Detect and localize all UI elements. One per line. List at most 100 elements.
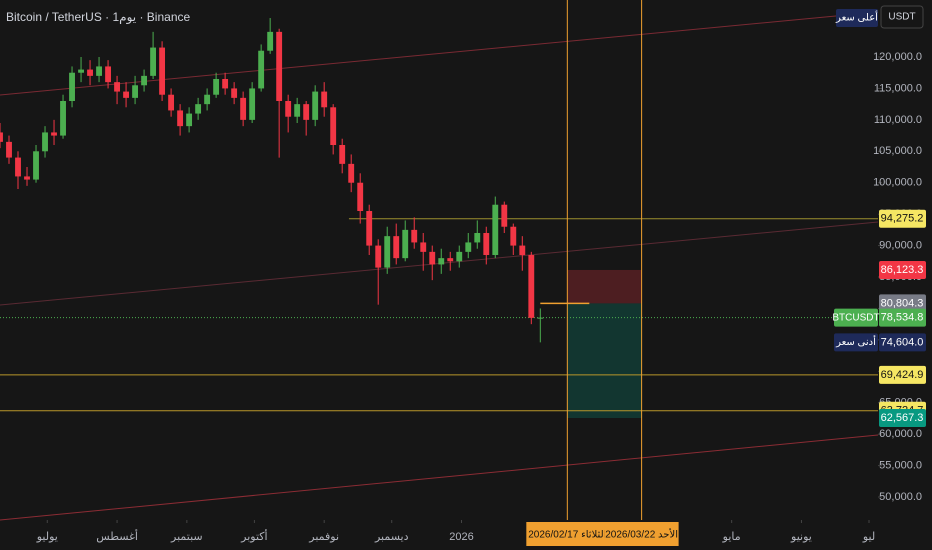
- x-tick-label: ديسمبر: [374, 531, 409, 543]
- candle-body: [501, 204, 508, 227]
- candle-body: [420, 242, 427, 252]
- candle-body: [537, 317, 544, 319]
- candle-body: [456, 251, 463, 262]
- candle-body: [366, 211, 373, 246]
- price-label-box: [879, 260, 926, 279]
- candle-body: [60, 101, 66, 136]
- y-tick-label: 90,000.0: [879, 239, 922, 251]
- x-tick-label: سبتمبر: [170, 531, 203, 543]
- price-label: 74,604.0: [881, 336, 924, 348]
- candle-body: [483, 233, 490, 256]
- candle-body: [330, 107, 337, 146]
- price-label-box: [879, 308, 926, 327]
- candle-body: [276, 31, 283, 102]
- candle-body: [15, 157, 21, 177]
- x-tick-label: أكتوبر: [240, 529, 267, 543]
- price-label: 86,123.3: [881, 264, 924, 276]
- target-zone: [567, 303, 642, 419]
- candle-body: [96, 66, 102, 76]
- price-tag: أدنى سعر: [835, 335, 876, 348]
- y-tick-label: 110,000.0: [874, 114, 922, 126]
- candle-body: [177, 110, 184, 127]
- price-label: 62,567.3: [881, 412, 924, 424]
- candle-body: [492, 204, 499, 256]
- candle-body: [402, 229, 409, 259]
- candle-body: [285, 101, 292, 117]
- price-label-box: [879, 365, 926, 384]
- x-tick-label: ليو: [862, 531, 875, 543]
- candle-body: [42, 132, 48, 152]
- candle-body: [411, 229, 418, 243]
- candle-body: [195, 104, 202, 114]
- candle-body: [375, 245, 382, 268]
- price-tag: BTCUSDT: [832, 312, 879, 323]
- candle-body: [384, 236, 391, 268]
- date-label: الأحد 2026/03/22: [605, 528, 678, 541]
- y-tick-label: 115,000.0: [874, 82, 922, 94]
- candle-body: [114, 82, 120, 92]
- currency-button[interactable]: [880, 5, 924, 29]
- candle-body: [267, 31, 274, 51]
- candle-body: [303, 104, 310, 120]
- y-tick-label: 100,000.0: [873, 177, 922, 189]
- candle-body: [294, 104, 301, 117]
- top-tag-box: [836, 9, 878, 27]
- y-tick-label: 105,000.0: [873, 145, 922, 157]
- candle-body: [159, 47, 166, 95]
- date-label: 2026/02/17 الثلاثاء: [528, 530, 606, 541]
- candle-body: [6, 141, 12, 158]
- candle-body: [87, 69, 93, 76]
- date-label-box: [604, 522, 679, 546]
- candle-body: [339, 145, 346, 164]
- candle-body: [438, 258, 445, 265]
- date-label-box: [526, 522, 609, 546]
- candle-body: [519, 245, 526, 256]
- candle-body: [258, 50, 265, 89]
- y-tick-label: 120,000.0: [873, 51, 922, 63]
- candle-body: [231, 88, 238, 98]
- y-tick-label: 55,000.0: [879, 459, 922, 471]
- candle-body: [105, 66, 111, 83]
- candle-body: [141, 75, 148, 86]
- candle-body: [33, 151, 39, 180]
- candle-body: [528, 255, 535, 318]
- candle-body: [204, 94, 211, 105]
- currency: USDT: [888, 12, 915, 23]
- candle-body: [150, 47, 157, 76]
- candle-body: [465, 242, 472, 252]
- chart-title: Bitcoin / TetherUS · 1يوم · Binance: [6, 10, 190, 25]
- top-tag: أعلى سعر: [835, 11, 878, 24]
- candle-body: [240, 97, 247, 120]
- price-label-box: [879, 209, 926, 228]
- price-label-box: [879, 333, 926, 352]
- candle-body: [321, 91, 328, 108]
- candle-body: [69, 72, 75, 102]
- x-tick-label: نوفمبر: [308, 531, 339, 543]
- candle-body: [132, 85, 139, 98]
- price-label: 69,424.9: [881, 369, 924, 381]
- candle-body: [348, 163, 355, 183]
- x-tick-label: يوليو: [36, 531, 58, 543]
- x-tick-label: يونيو: [790, 531, 812, 543]
- x-tick-label: مايو: [722, 531, 741, 543]
- price-label-box: [879, 409, 926, 428]
- price-tag-box: [834, 308, 878, 327]
- y-tick-label: 60,000.0: [879, 428, 922, 440]
- x-tick-label: 2026: [449, 531, 473, 543]
- candle-body: [393, 236, 400, 259]
- candle-body: [24, 176, 30, 180]
- x-tick-label: أغسطس: [96, 529, 138, 543]
- candle-body: [510, 226, 517, 246]
- stop-zone: [567, 269, 642, 304]
- candle-body: [474, 233, 481, 243]
- candle-body: [447, 258, 454, 262]
- candle-body: [222, 79, 229, 89]
- candle-body: [168, 94, 175, 111]
- candle-body: [357, 182, 364, 212]
- trend-line: [0, 434, 879, 521]
- candle-body: [213, 79, 220, 95]
- candle-body: [78, 69, 84, 73]
- candle-body: [429, 251, 436, 265]
